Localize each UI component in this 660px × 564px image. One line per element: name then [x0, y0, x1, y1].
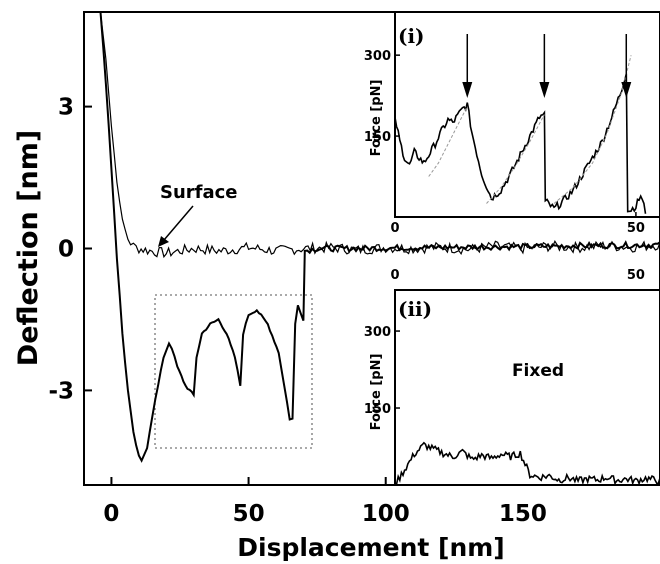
- inset-i-y-axis-label: Force [pN]: [369, 80, 384, 157]
- inset-ii-series: [394, 441, 660, 486]
- inset-i-panel-label: (i): [398, 24, 425, 48]
- surface-arrow: [158, 205, 194, 247]
- inset-ii-y-tick-label: 300: [364, 325, 391, 340]
- inset-i-extra-x-tick-label: 50: [627, 268, 645, 283]
- inset-ii-series-force: [394, 441, 660, 486]
- main-series: [99, 12, 660, 463]
- main-x-tick-label: 0: [103, 501, 119, 527]
- inset-ii-y-tick-label: 150: [364, 402, 391, 417]
- inset-ii-ticks: [395, 330, 400, 409]
- inset-ii-panel-label: (ii): [398, 297, 432, 321]
- inset-i-arrow-head: [539, 82, 550, 98]
- inset-i-arrow-head: [462, 82, 473, 98]
- inset-i-series-wlc-fit-2: [486, 114, 545, 204]
- main-x-tick-label: 150: [499, 501, 547, 527]
- inset-ii-background: [395, 290, 660, 485]
- inset-i-x-tick-label: 50: [627, 221, 645, 236]
- main-y-tick-label: -3: [48, 378, 74, 404]
- main-series-retract: [99, 12, 660, 463]
- inset-i-frame: [394, 11, 660, 218]
- inset-i-background: [395, 12, 660, 217]
- inset-i-y-tick-label: 300: [364, 49, 391, 64]
- inset-ii-fixed-annotation: Fixed: [512, 361, 564, 381]
- inset-i-series-wlc-fit-3: [553, 55, 632, 204]
- inset-i-arrows: [462, 34, 632, 98]
- main-series-approach: [99, 12, 660, 259]
- inset-i-extra-x-tick-labels: 0 50: [390, 268, 644, 283]
- inset-i-x-tick-label: 0: [390, 221, 399, 236]
- main-x-axis-label: Displacement [nm]: [237, 533, 504, 562]
- inset-i-chart: 150 300 0 50 (i) Force [pN]: [364, 11, 660, 236]
- inset-i-series-force: [394, 73, 647, 214]
- inset-i-tick-labels: 150 300 0 50: [364, 49, 645, 236]
- surface-annotation: Surface: [160, 182, 238, 203]
- inset-i-arrow-head: [621, 82, 632, 98]
- inset-i-series-wlc-fit-1: [428, 106, 468, 177]
- inset-ii-frame: [394, 289, 660, 486]
- inset-i-extra-x-tick-label: 0: [390, 268, 399, 283]
- inset-i-y-tick-label: 150: [364, 130, 391, 145]
- inset-i-ticks: [394, 54, 637, 217]
- main-y-tick-label: 3: [58, 95, 74, 121]
- inset-i-series: [394, 55, 647, 214]
- main-tick-labels: 0 50 100 150 3 0 -3: [48, 95, 546, 527]
- inset-ii-chart: 150 300 (ii) Force [pN] Fixed: [364, 289, 660, 486]
- main-y-axis-label: Deflection [nm]: [13, 130, 44, 366]
- main-y-tick-label: 0: [58, 237, 74, 263]
- main-x-tick-label: 100: [362, 501, 410, 527]
- inset-ii-y-axis-label: Force [pN]: [369, 354, 384, 431]
- inset-ii-tick-labels: 150 300: [364, 325, 391, 417]
- main-x-tick-label: 50: [233, 501, 265, 527]
